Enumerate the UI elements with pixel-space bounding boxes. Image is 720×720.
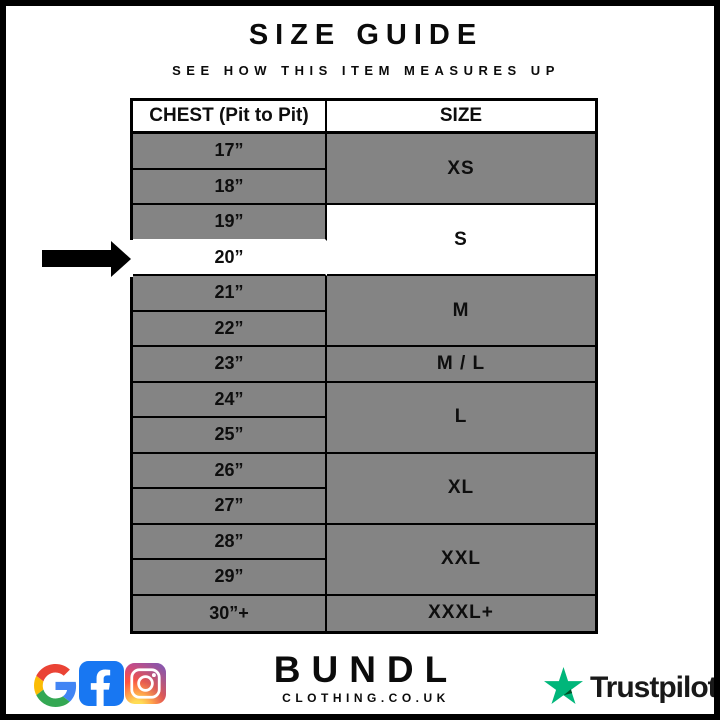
trustpilot-logo[interactable]: Trustpilot	[544, 667, 717, 709]
size-cell-xl: XL	[327, 453, 595, 525]
page-subtitle: SEE HOW THIS ITEM MEASURES UP	[172, 63, 560, 78]
chest-cell-19: 19”	[133, 205, 327, 241]
size-cell-l: L	[327, 382, 595, 454]
page-title: SIZE GUIDE	[248, 19, 484, 51]
chest-cell-23: 23”	[133, 347, 327, 383]
size-cell-m: M	[327, 276, 595, 347]
size-cell-xxxl-plus: XXXL+	[327, 595, 595, 631]
size-cell-xxl: XXL	[327, 524, 595, 596]
arrow-shaft	[42, 250, 112, 267]
size-cell-m-l: M / L	[327, 347, 595, 383]
brand-name: BUNDL	[273, 649, 459, 690]
chest-cell-25: 25”	[133, 418, 327, 454]
chest-cell-26: 26”	[133, 453, 327, 489]
chest-cell-20-highlighted: 20”	[133, 240, 327, 276]
highlight-arrow-icon	[42, 241, 131, 277]
trustpilot-label: Trustpilot	[590, 671, 717, 704]
instagram-icon[interactable]	[125, 663, 166, 709]
size-cell-xs: XS	[327, 134, 595, 205]
highlight-border-cover	[130, 240, 133, 277]
trustpilot-star-icon	[544, 667, 583, 709]
chest-cell-24: 24”	[133, 382, 327, 418]
brand-domain: CLOTHING.CO.UK	[282, 691, 450, 705]
facebook-icon[interactable]	[79, 661, 124, 711]
size-cell-s-highlighted: S	[327, 205, 595, 276]
chest-cell-30plus: 30”+	[133, 595, 327, 631]
chest-cell-29: 29”	[133, 560, 327, 596]
chest-cell-18: 18”	[133, 169, 327, 205]
chest-cell-21: 21”	[133, 276, 327, 312]
arrow-head	[111, 241, 131, 277]
size-guide-table: CHEST (Pit to Pit) SIZE 17” 18” 19” 20” …	[130, 98, 598, 634]
brand-logo: BUNDL CLOTHING.CO.UK	[6, 649, 714, 705]
chest-cell-28: 28”	[133, 524, 327, 560]
chest-cell-17: 17”	[133, 134, 327, 170]
column-header-chest: CHEST (Pit to Pit)	[133, 101, 327, 134]
chest-cell-22: 22”	[133, 311, 327, 347]
google-icon[interactable]	[34, 664, 77, 712]
chest-cell-27: 27”	[133, 489, 327, 525]
column-header-size: SIZE	[327, 101, 595, 134]
